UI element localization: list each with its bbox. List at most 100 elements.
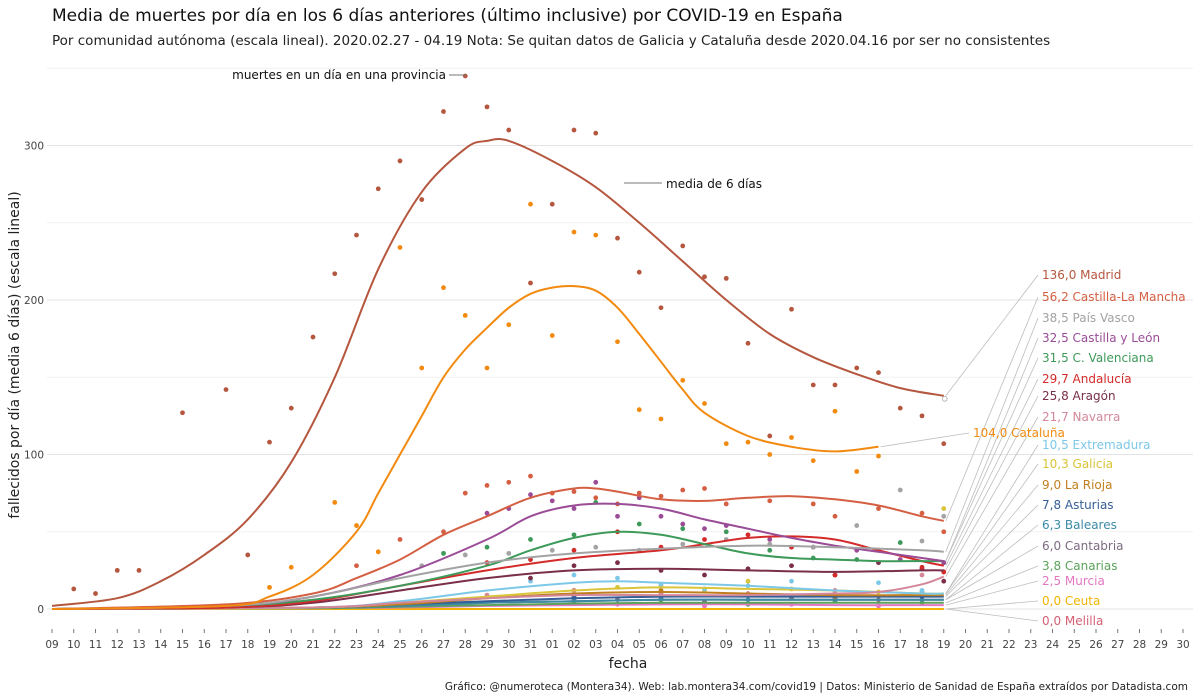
point-madrid xyxy=(810,382,816,388)
point-castilla-la-mancha xyxy=(354,563,359,569)
point-cataluna xyxy=(810,458,816,464)
leader-madrid xyxy=(945,274,1039,397)
y-tick-label: 200 xyxy=(24,295,44,307)
point-cataluna xyxy=(288,564,294,570)
point-castilla-la-mancha xyxy=(680,487,686,493)
point-castilla-la-mancha xyxy=(528,473,533,479)
point-madrid xyxy=(419,197,425,202)
point-cataluna xyxy=(375,549,381,555)
point-c-valenciana xyxy=(897,540,903,545)
point-extremadura xyxy=(615,575,620,581)
line-navarra xyxy=(51,575,945,610)
chart-subtitle: Por comunidad autónoma (escala lineal). … xyxy=(52,33,1050,49)
point-cataluna xyxy=(354,523,359,528)
point-castilla-la-mancha xyxy=(723,501,729,507)
line-c-valenciana xyxy=(51,530,944,610)
y-tick-label: 100 xyxy=(24,450,44,462)
point-c-valenciana xyxy=(723,529,729,535)
series-lines xyxy=(51,138,945,611)
x-tick-label: 08 xyxy=(698,639,711,651)
annotation-points: muertes en un día en una provincia xyxy=(232,68,446,82)
point-cataluna xyxy=(571,229,577,235)
point-madrid xyxy=(114,567,120,573)
leader-pais-vasco xyxy=(945,317,1039,552)
leader-cantabria xyxy=(945,545,1039,601)
point-cataluna xyxy=(506,322,512,328)
point-cataluna xyxy=(593,232,599,238)
point-madrid xyxy=(136,567,142,573)
point-madrid xyxy=(332,271,338,277)
leader-ceuta xyxy=(945,600,1039,610)
point-cataluna xyxy=(549,333,555,338)
x-tick-label: 25 xyxy=(1068,639,1081,651)
point-castilla-y-leon xyxy=(767,537,773,542)
x-tick-label: 04 xyxy=(611,639,625,651)
point-castilla-y-leon xyxy=(680,521,686,527)
point-andalucia xyxy=(832,572,838,578)
leader-aragon xyxy=(945,395,1039,571)
x-tick-label: 28 xyxy=(459,639,472,651)
point-madrid xyxy=(71,586,77,592)
point-cataluna xyxy=(789,435,794,440)
leader-andalucia xyxy=(945,378,1039,566)
x-tick-label: 06 xyxy=(654,639,668,651)
x-axis-title: fecha xyxy=(609,656,648,672)
x-tick-label: 09 xyxy=(720,639,733,651)
line-andalucia xyxy=(51,535,944,610)
point-extremadura xyxy=(789,578,794,584)
point-madrid xyxy=(897,405,903,411)
point-madrid xyxy=(789,306,794,312)
y-axis-ticks: 0 100 200 300 xyxy=(24,141,44,617)
x-tick-label: 23 xyxy=(1024,639,1037,651)
leader-melilla xyxy=(945,608,1039,622)
point-cataluna xyxy=(702,401,707,406)
point-pais-vasco xyxy=(919,538,925,544)
point-extremadura xyxy=(876,580,881,586)
x-tick-label: 21 xyxy=(981,639,994,651)
point-castilla-la-mancha xyxy=(397,537,403,542)
x-tick-label: 14 xyxy=(828,639,842,651)
point-pais-vasco xyxy=(506,550,512,556)
point-castilla-y-leon xyxy=(593,479,599,485)
annotation-line: media de 6 días xyxy=(666,177,762,191)
point-aragon xyxy=(615,560,620,566)
point-cataluna xyxy=(462,313,468,318)
leader-cataluna xyxy=(880,432,970,448)
point-madrid xyxy=(93,591,98,596)
point-c-valenciana xyxy=(571,532,577,538)
point-cataluna xyxy=(723,441,729,447)
point-madrid xyxy=(267,439,272,445)
point-madrid xyxy=(354,232,359,238)
x-tick-label: 26 xyxy=(1089,639,1103,651)
x-tick-label: 23 xyxy=(350,639,363,651)
point-aragon xyxy=(528,575,533,581)
point-cataluna xyxy=(615,339,620,345)
point-madrid xyxy=(854,365,860,371)
x-tick-label: 25 xyxy=(393,639,406,651)
point-madrid xyxy=(506,127,512,133)
leader-la-rioja xyxy=(945,484,1039,596)
label-aragon: 25,8 Aragón xyxy=(1042,389,1116,403)
x-tick-label: 24 xyxy=(1046,639,1060,651)
x-tick-label: 20 xyxy=(959,639,972,651)
x-tick-label: 22 xyxy=(328,639,341,651)
x-tick-label: 27 xyxy=(437,639,450,651)
point-castilla-y-leon xyxy=(528,492,533,498)
point-extremadura xyxy=(571,572,577,578)
point-c-valenciana xyxy=(484,544,490,550)
x-tick-label: 26 xyxy=(415,639,429,651)
point-cataluna xyxy=(658,416,664,422)
point-castilla-y-leon xyxy=(571,506,577,511)
x-tick-label: 01 xyxy=(546,639,559,651)
point-andalucia xyxy=(702,537,707,542)
point-c-valenciana xyxy=(636,521,642,527)
point-castilla-la-mancha xyxy=(810,501,816,507)
x-tick-label: 20 xyxy=(285,639,298,651)
point-castilla-y-leon xyxy=(549,498,555,504)
x-tick-label: 09 xyxy=(45,639,58,651)
point-castilla-la-mancha xyxy=(941,529,947,535)
x-tick-label: 02 xyxy=(567,639,580,651)
x-tick-label: 19 xyxy=(263,639,276,651)
point-madrid xyxy=(593,130,599,136)
point-madrid xyxy=(549,201,555,207)
